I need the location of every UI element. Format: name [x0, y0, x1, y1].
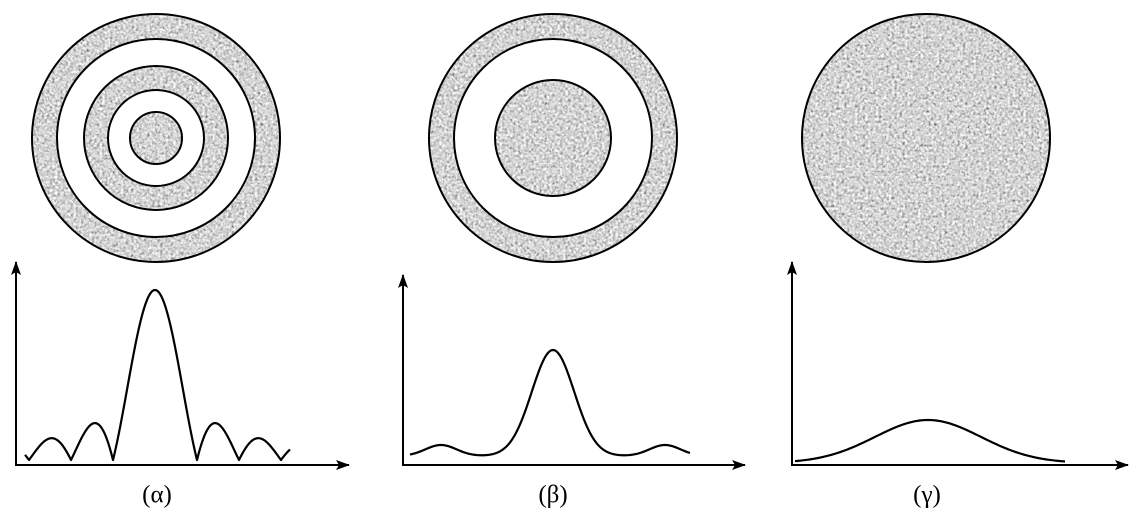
- panel-alpha: (α): [11, 13, 350, 509]
- ring-edge: [56, 38, 256, 238]
- ring-edge: [428, 13, 678, 263]
- speckle-disc: [802, 14, 1050, 262]
- panel-label: (α): [142, 482, 172, 509]
- panel-gamma: (γ): [787, 13, 1129, 509]
- ring-edge: [801, 13, 1051, 263]
- panel-label: (β): [538, 482, 567, 509]
- intensity-curve: [24, 288, 291, 462]
- ring-edge: [31, 13, 281, 263]
- speckle-disc: [130, 112, 182, 164]
- panel-label: (γ): [913, 482, 941, 509]
- ring-edge: [83, 65, 229, 211]
- ring-edge: [107, 89, 205, 187]
- intensity-curve: [409, 348, 691, 457]
- panel-beta: (β): [398, 13, 746, 509]
- speckle-disc: [495, 80, 611, 196]
- ring-edge: [494, 79, 612, 197]
- ring-edge: [453, 38, 653, 238]
- ring-edge: [129, 111, 183, 165]
- intensity-curve: [794, 418, 1066, 463]
